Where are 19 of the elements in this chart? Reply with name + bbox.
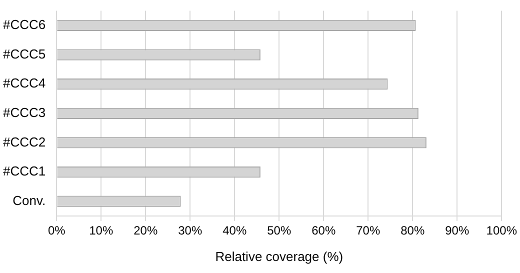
y-tick-label: Conv.	[12, 192, 46, 208]
y-tick-label: #CCC3	[3, 104, 46, 120]
x-tick-label: 80%	[400, 224, 425, 238]
x-tick-label: 20%	[134, 224, 158, 238]
x-tick-label: 70%	[356, 224, 380, 238]
y-tick-label: #CCC4	[3, 76, 46, 91]
x-tick-label: 100%	[486, 224, 518, 238]
y-tick-label: #CCC2	[3, 134, 46, 150]
y-tick-label: #CCC6	[3, 17, 46, 32]
x-tick-label: 10%	[89, 224, 114, 238]
x-tick-label: 0%	[48, 224, 66, 238]
y-tick-label: #CCC5	[3, 46, 46, 62]
x-tick-label: 90%	[445, 224, 470, 238]
x-tick-label: 30%	[178, 224, 202, 238]
y-tick-label: #CCC1	[3, 164, 46, 179]
x-tick-label: 50%	[267, 224, 292, 238]
x-tick-label: 40%	[222, 224, 247, 238]
x-axis-title: Relative coverage (%)	[215, 248, 344, 264]
x-tick-label: 60%	[312, 224, 336, 238]
